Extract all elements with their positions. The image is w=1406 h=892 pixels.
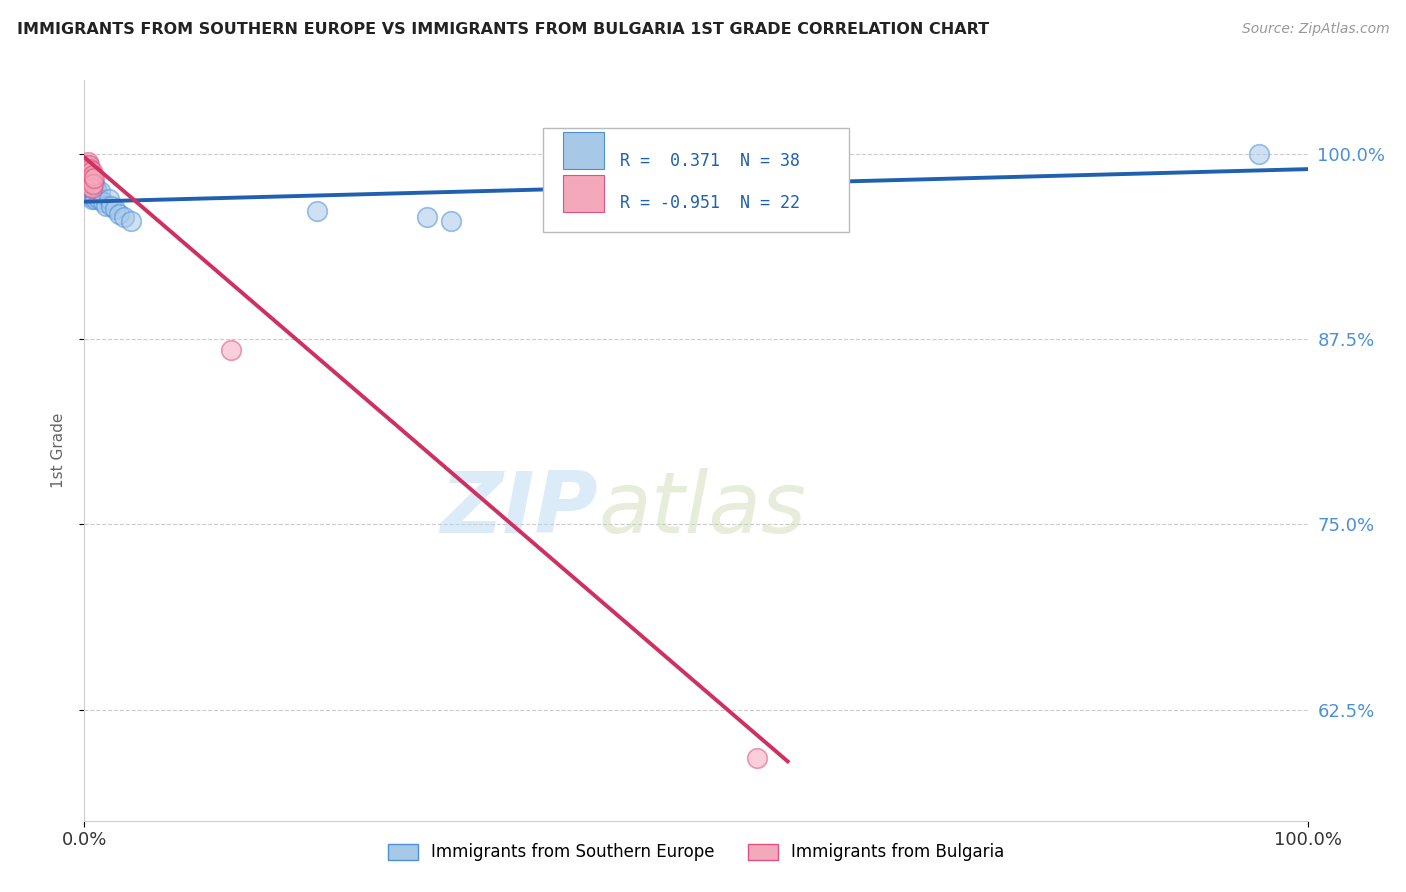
- Point: [76, 159, 98, 173]
- Y-axis label: 1st Grade: 1st Grade: [51, 413, 66, 488]
- Point: [82, 168, 104, 182]
- Point: [87, 192, 110, 206]
- Point: [77, 174, 100, 188]
- Point: [91, 194, 114, 209]
- Point: [77, 154, 100, 169]
- Point: [79, 169, 101, 184]
- Point: [305, 203, 328, 218]
- Point: [83, 188, 105, 202]
- Point: [75, 169, 97, 184]
- Point: [83, 177, 105, 191]
- Point: [83, 171, 105, 186]
- Point: [82, 177, 104, 191]
- Text: IMMIGRANTS FROM SOUTHERN EUROPE VS IMMIGRANTS FROM BULGARIA 1ST GRADE CORRELATIO: IMMIGRANTS FROM SOUTHERN EUROPE VS IMMIG…: [17, 22, 988, 37]
- Text: R = -0.951  N = 22: R = -0.951 N = 22: [620, 194, 800, 212]
- Point: [79, 165, 101, 179]
- Point: [76, 169, 98, 184]
- Point: [747, 751, 769, 765]
- Point: [120, 214, 142, 228]
- Point: [77, 172, 100, 186]
- Point: [75, 169, 97, 184]
- Point: [75, 174, 97, 188]
- Text: Source: ZipAtlas.com: Source: ZipAtlas.com: [1241, 22, 1389, 37]
- Point: [86, 185, 108, 199]
- Point: [440, 214, 463, 228]
- Point: [77, 185, 100, 199]
- Point: [77, 165, 100, 179]
- Point: [77, 174, 100, 188]
- Point: [75, 165, 97, 179]
- Point: [112, 210, 135, 224]
- Point: [77, 169, 100, 184]
- Legend: Immigrants from Southern Europe, Immigrants from Bulgaria: Immigrants from Southern Europe, Immigra…: [381, 837, 1011, 868]
- Point: [1247, 147, 1270, 161]
- Point: [84, 192, 107, 206]
- Point: [80, 181, 103, 195]
- Point: [80, 180, 103, 194]
- Text: R =  0.371  N = 38: R = 0.371 N = 38: [620, 152, 800, 170]
- Point: [77, 185, 100, 199]
- Text: ZIP: ZIP: [440, 468, 598, 551]
- Point: [75, 162, 97, 177]
- Point: [82, 185, 104, 199]
- Point: [96, 199, 118, 213]
- Point: [79, 180, 101, 194]
- Point: [77, 162, 100, 177]
- Point: [77, 158, 100, 172]
- Point: [100, 199, 122, 213]
- Point: [107, 206, 129, 220]
- Point: [75, 180, 97, 194]
- Point: [416, 210, 439, 224]
- Point: [80, 172, 103, 186]
- Point: [76, 165, 98, 179]
- Point: [77, 158, 100, 172]
- Point: [104, 202, 127, 216]
- Point: [79, 162, 101, 177]
- Point: [79, 188, 101, 202]
- Point: [80, 192, 103, 206]
- Point: [80, 163, 103, 178]
- Point: [82, 172, 104, 186]
- Point: [76, 185, 98, 199]
- FancyBboxPatch shape: [562, 132, 605, 169]
- Point: [80, 169, 103, 184]
- Point: [79, 177, 101, 191]
- Point: [219, 343, 242, 357]
- Point: [84, 180, 107, 194]
- Point: [97, 192, 120, 206]
- Point: [89, 185, 111, 199]
- FancyBboxPatch shape: [562, 175, 605, 211]
- Point: [77, 162, 100, 177]
- Text: atlas: atlas: [598, 468, 806, 551]
- FancyBboxPatch shape: [543, 128, 849, 232]
